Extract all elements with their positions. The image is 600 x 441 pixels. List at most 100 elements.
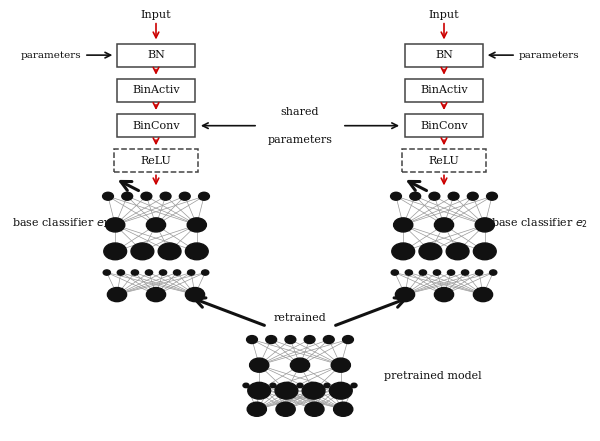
Circle shape — [146, 218, 166, 232]
Circle shape — [329, 382, 352, 399]
Circle shape — [188, 270, 195, 275]
Circle shape — [285, 336, 296, 344]
Circle shape — [160, 270, 167, 275]
Circle shape — [461, 270, 469, 275]
Text: parameters: parameters — [519, 51, 580, 60]
Circle shape — [248, 382, 271, 399]
Text: parameters: parameters — [268, 135, 332, 145]
Circle shape — [331, 358, 350, 372]
Circle shape — [173, 270, 181, 275]
FancyBboxPatch shape — [117, 44, 195, 67]
Circle shape — [467, 192, 478, 200]
Text: BinConv: BinConv — [132, 121, 180, 131]
Circle shape — [429, 192, 440, 200]
Circle shape — [405, 270, 412, 275]
Circle shape — [131, 270, 139, 275]
Circle shape — [490, 270, 497, 275]
FancyBboxPatch shape — [405, 44, 483, 67]
Circle shape — [187, 218, 206, 232]
Circle shape — [410, 192, 421, 200]
Circle shape — [247, 336, 257, 344]
Text: base classifier $e_2$: base classifier $e_2$ — [491, 216, 588, 230]
Text: Input: Input — [428, 10, 460, 20]
Circle shape — [141, 192, 152, 200]
Circle shape — [199, 192, 209, 200]
Circle shape — [392, 243, 415, 260]
Text: BinActiv: BinActiv — [420, 86, 468, 95]
Circle shape — [473, 243, 496, 260]
Circle shape — [305, 402, 324, 416]
Circle shape — [433, 270, 440, 275]
Circle shape — [117, 270, 124, 275]
Circle shape — [103, 270, 110, 275]
Text: BinActiv: BinActiv — [132, 86, 180, 95]
Circle shape — [270, 383, 276, 388]
Circle shape — [160, 192, 171, 200]
Circle shape — [391, 270, 398, 275]
Text: shared: shared — [281, 107, 319, 117]
Circle shape — [311, 383, 317, 388]
Text: pretrained model: pretrained model — [384, 371, 482, 381]
Circle shape — [419, 270, 427, 275]
Circle shape — [337, 383, 343, 388]
Circle shape — [275, 382, 298, 399]
Circle shape — [250, 358, 269, 372]
Circle shape — [266, 336, 277, 344]
Circle shape — [243, 383, 249, 388]
Circle shape — [419, 243, 442, 260]
Text: ReLU: ReLU — [428, 156, 460, 166]
Text: parameters: parameters — [20, 51, 81, 60]
Circle shape — [202, 270, 209, 275]
Text: BinConv: BinConv — [420, 121, 468, 131]
Circle shape — [391, 192, 401, 200]
Circle shape — [145, 270, 152, 275]
Circle shape — [107, 288, 127, 302]
FancyBboxPatch shape — [405, 79, 483, 102]
Text: base classifier $e_1$: base classifier $e_1$ — [12, 216, 109, 230]
Circle shape — [487, 192, 497, 200]
Text: retrained: retrained — [274, 313, 326, 323]
Circle shape — [343, 336, 353, 344]
FancyBboxPatch shape — [117, 79, 195, 102]
FancyBboxPatch shape — [402, 149, 486, 172]
Circle shape — [247, 402, 266, 416]
FancyBboxPatch shape — [405, 114, 483, 137]
Circle shape — [434, 288, 454, 302]
Text: BN: BN — [435, 50, 453, 60]
Circle shape — [297, 383, 303, 388]
Circle shape — [103, 192, 113, 200]
Circle shape — [302, 382, 325, 399]
FancyBboxPatch shape — [114, 149, 198, 172]
Circle shape — [131, 243, 154, 260]
Circle shape — [185, 288, 205, 302]
Text: BN: BN — [147, 50, 165, 60]
Circle shape — [334, 402, 353, 416]
Circle shape — [276, 402, 295, 416]
Circle shape — [158, 243, 181, 260]
Text: Input: Input — [140, 10, 172, 20]
Circle shape — [179, 192, 190, 200]
Circle shape — [476, 270, 483, 275]
Circle shape — [323, 336, 334, 344]
Circle shape — [351, 383, 357, 388]
FancyBboxPatch shape — [117, 114, 195, 137]
Circle shape — [324, 383, 330, 388]
Circle shape — [475, 218, 494, 232]
Circle shape — [257, 383, 263, 388]
Circle shape — [304, 336, 315, 344]
Circle shape — [185, 243, 208, 260]
Circle shape — [448, 192, 459, 200]
Circle shape — [395, 288, 415, 302]
Circle shape — [434, 218, 454, 232]
Circle shape — [146, 288, 166, 302]
Circle shape — [284, 383, 290, 388]
Circle shape — [290, 358, 310, 372]
Text: ReLU: ReLU — [140, 156, 172, 166]
Circle shape — [104, 243, 127, 260]
Circle shape — [394, 218, 413, 232]
Circle shape — [122, 192, 133, 200]
Circle shape — [106, 218, 125, 232]
Circle shape — [448, 270, 455, 275]
Circle shape — [473, 288, 493, 302]
Circle shape — [446, 243, 469, 260]
